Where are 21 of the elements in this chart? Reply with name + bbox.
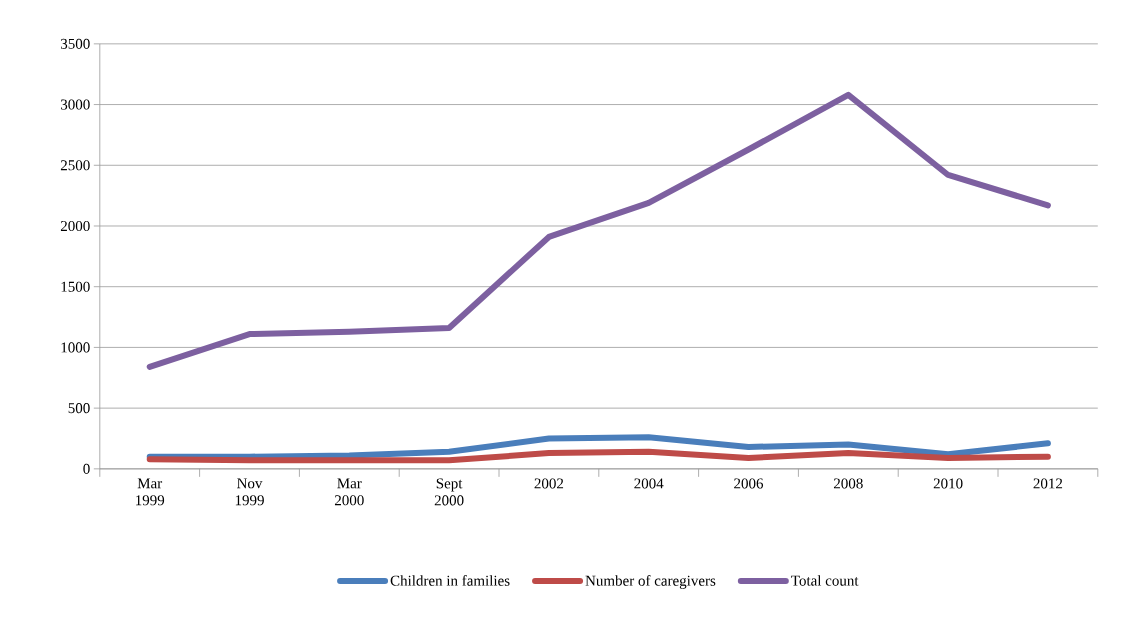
x-tick-label: Mar 2000 [334,478,364,506]
x-tick-label: Sept 2000 [434,478,464,506]
x-tick-label: Mar 1999 [136,478,165,506]
y-tick-label: 0 [83,463,90,474]
y-tick-label: 500 [68,403,90,414]
x-tick-label: 2012 [1033,478,1063,489]
x-tick-label: Nov 1999 [235,478,264,506]
y-tick-label: 1500 [61,281,90,292]
legend-label: Number of caregivers [585,575,716,589]
x-tick-label: 2006 [734,478,764,489]
y-tick-label: 2000 [60,220,90,232]
y-tick-label: 1000 [61,342,90,353]
y-tick-label: 2500 [60,160,90,171]
x-tick-label: 2010 [933,478,963,489]
legend-label: Total count [791,575,859,586]
x-tick-label: 2002 [534,478,564,489]
x-tick-label: 2008 [833,478,863,489]
y-tick-label: 3000 [61,99,90,110]
y-tick-label: 3500 [61,38,90,49]
x-tick-label: 2004 [634,478,664,489]
legend-label: Children in families [390,575,510,586]
